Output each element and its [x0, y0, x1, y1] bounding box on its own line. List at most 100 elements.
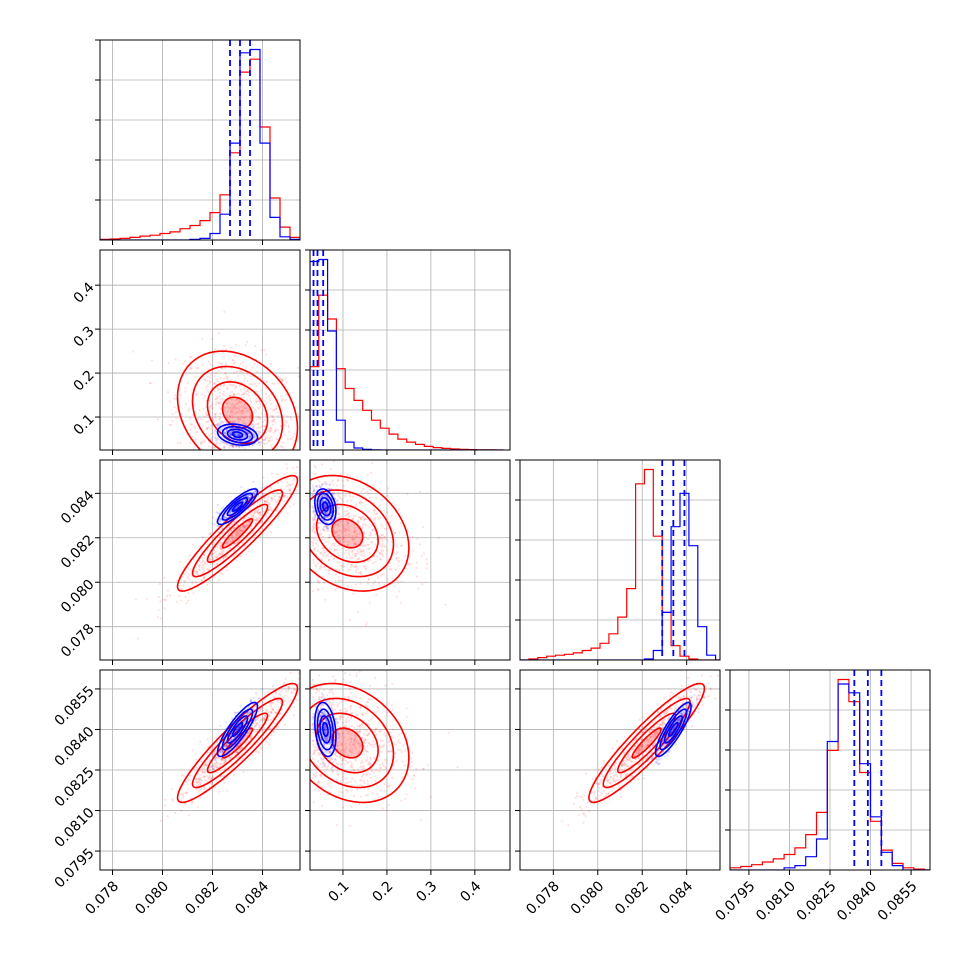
sample-point: [228, 446, 231, 449]
sample-point: [247, 432, 250, 435]
sample-point: [291, 691, 294, 694]
sample-point: [212, 563, 215, 566]
sample-point: [336, 506, 339, 509]
sample-point: [211, 436, 214, 439]
sample-point: [229, 735, 233, 738]
sample-point: [210, 337, 213, 341]
sample-point: [322, 493, 325, 496]
sample-point: [237, 529, 241, 533]
sample-point: [226, 402, 229, 405]
sample-point: [372, 518, 375, 522]
sample-point: [346, 506, 349, 509]
sample-point: [217, 401, 220, 404]
sample-point: [214, 749, 217, 752]
sample-point: [272, 419, 275, 422]
sample-point: [226, 429, 229, 432]
sample-point: [346, 548, 349, 551]
sample-point: [329, 468, 332, 471]
sample-point: [246, 380, 249, 383]
sample-point: [228, 432, 231, 435]
sample-point: [313, 488, 316, 491]
sample-point: [354, 554, 357, 558]
sample-point: [367, 547, 370, 550]
sample-point: [254, 490, 257, 493]
sample-point: [235, 370, 238, 373]
sample-point: [205, 428, 208, 431]
sample-point: [185, 402, 188, 406]
sample-point: [213, 446, 216, 449]
sample-point: [195, 781, 198, 785]
sample-point: [316, 562, 320, 565]
sample-point: [228, 431, 231, 434]
sample-point: [270, 711, 273, 714]
sample-point: [373, 510, 376, 513]
sample-point: [180, 588, 183, 591]
sample-point: [226, 789, 229, 792]
sample-point: [355, 535, 358, 538]
sample-point: [363, 552, 366, 555]
sample-point: [380, 548, 383, 551]
sample-point: [195, 438, 198, 441]
sample-point: [332, 483, 335, 486]
sample-point: [252, 435, 255, 438]
sample-point: [249, 369, 252, 372]
sample-point: [275, 692, 278, 695]
sample-point: [256, 722, 259, 725]
sample-point: [244, 717, 247, 720]
sample-point: [195, 788, 198, 791]
sample-point: [218, 535, 221, 538]
sample-point: [350, 563, 353, 567]
sample-point: [367, 492, 370, 495]
sample-point: [242, 770, 245, 773]
sample-point: [220, 367, 223, 370]
sample-point: [208, 382, 211, 385]
sample-point: [253, 510, 256, 513]
sample-point: [319, 522, 322, 525]
sample-point: [203, 775, 207, 778]
sample-point: [175, 397, 178, 400]
sample-point: [280, 378, 283, 381]
sample-point: [231, 420, 234, 423]
sample-point: [194, 570, 197, 573]
sample-point: [237, 445, 240, 449]
sample-point: [314, 516, 317, 519]
sample-point: [283, 499, 286, 503]
sample-point: [258, 491, 261, 494]
sample-point: [236, 750, 239, 754]
sample-point: [270, 446, 273, 449]
sample-point: [292, 689, 296, 692]
sample-point: [220, 518, 223, 521]
sample-point: [269, 531, 272, 534]
sample-point: [238, 434, 241, 437]
sample-point: [215, 761, 218, 764]
sample-point: [209, 437, 213, 440]
sample-point: [215, 438, 218, 441]
sample-point: [262, 485, 265, 488]
sample-point: [212, 767, 215, 770]
sample-point: [242, 422, 245, 425]
sample-point: [367, 510, 371, 513]
sample-point: [260, 495, 263, 498]
sample-point: [400, 580, 403, 583]
sample-point: [214, 403, 217, 406]
sample-point: [214, 763, 217, 766]
sample-point: [240, 531, 243, 535]
sample-point: [314, 515, 317, 518]
sample-point: [253, 511, 256, 514]
sample-point: [368, 601, 371, 604]
sample-point: [206, 427, 209, 430]
sample-point: [231, 444, 234, 447]
sample-point: [239, 742, 242, 745]
sample-point: [259, 514, 262, 517]
sample-point: [359, 500, 363, 503]
sample-point: [245, 553, 248, 556]
sample-point: [257, 430, 261, 433]
sample-point: [232, 555, 235, 558]
sample-point: [189, 428, 192, 432]
sample-point: [241, 445, 244, 449]
sample-point: [206, 384, 209, 387]
sample-point: [388, 565, 391, 568]
sample-point: [354, 542, 357, 545]
sample-point: [201, 779, 204, 782]
